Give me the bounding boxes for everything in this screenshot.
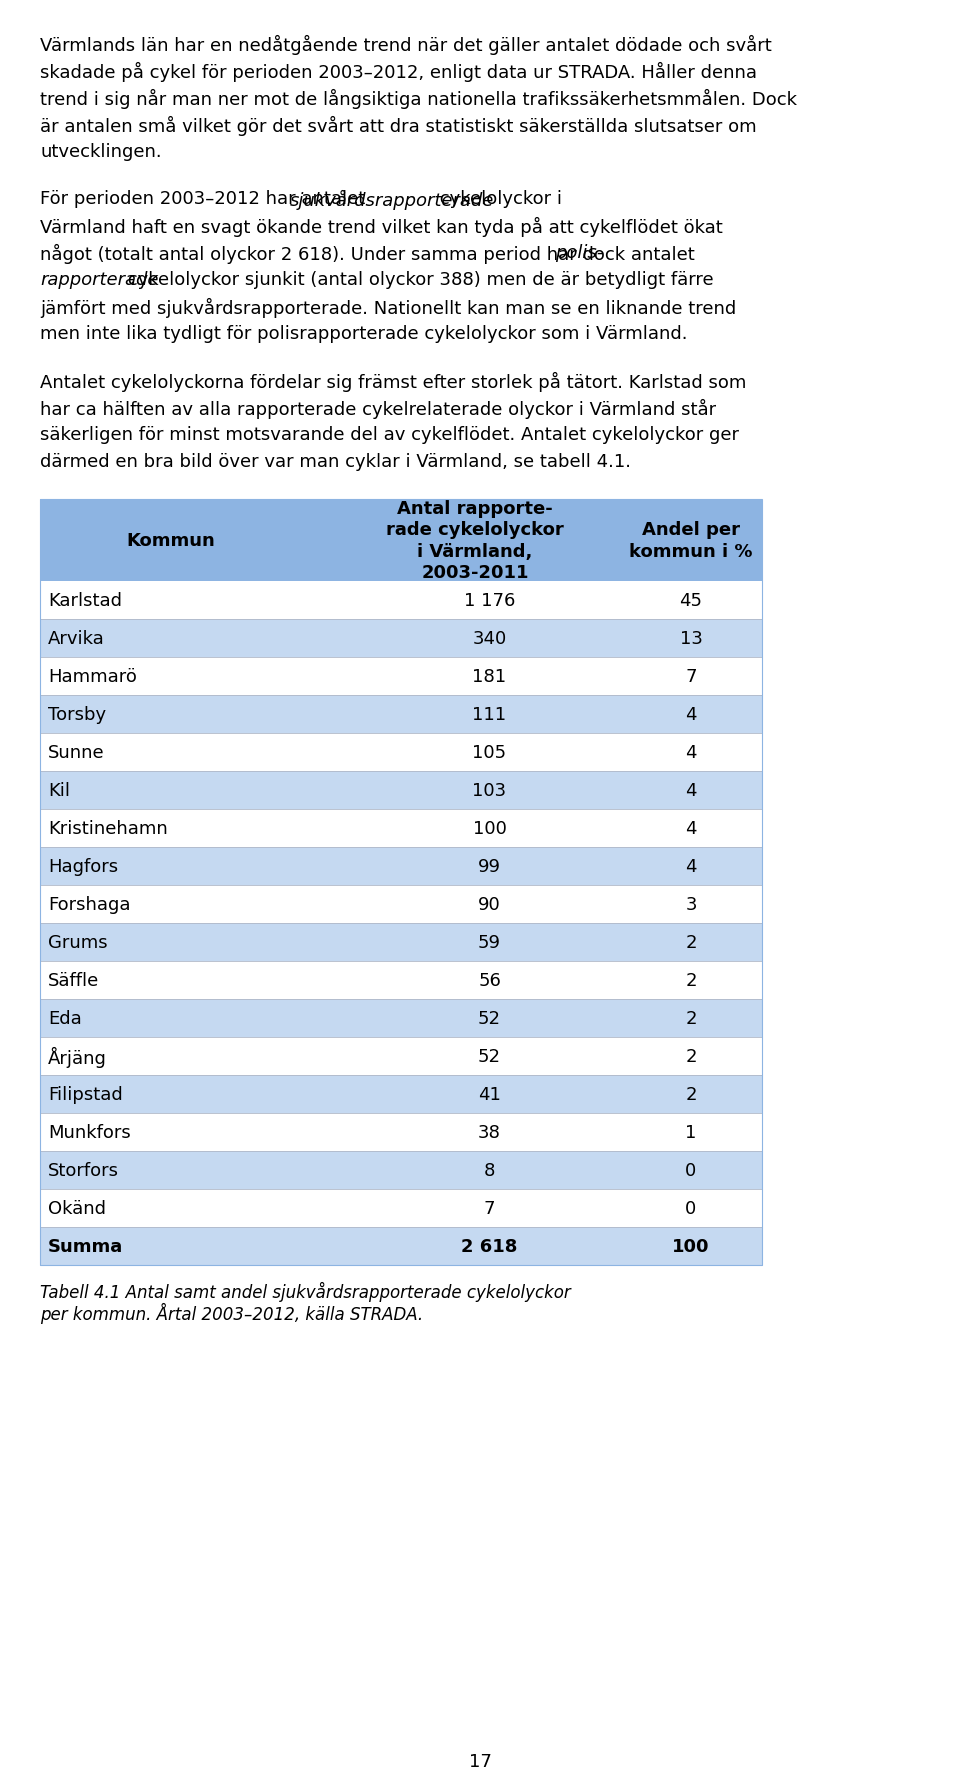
Text: 111: 111 (472, 706, 507, 723)
Text: Kristinehamn: Kristinehamn (48, 820, 168, 838)
Bar (40, 1189, 762, 1228)
Text: För perioden 2003–2012 har antalet: För perioden 2003–2012 har antalet (40, 191, 371, 208)
Text: 100: 100 (672, 1237, 709, 1255)
Text: Antal rapporte-
rade cykelolyckor
i Värmland,
2003-2011: Antal rapporte- rade cykelolyckor i Värm… (386, 499, 564, 583)
Text: Kommun: Kommun (126, 531, 215, 549)
Text: 52: 52 (478, 1009, 501, 1028)
Text: 0: 0 (685, 1162, 697, 1180)
Text: Hammarö: Hammarö (48, 668, 137, 686)
Text: 4: 4 (685, 782, 697, 800)
Text: 0: 0 (685, 1199, 697, 1217)
Text: Antalet cykelolyckorna fördelar sig främst efter storlek på tätort. Karlstad som: Antalet cykelolyckorna fördelar sig främ… (40, 372, 746, 392)
Text: Tabell 4.1 Antal samt andel sjukvårdsrapporterade cykelolyckor: Tabell 4.1 Antal samt andel sjukvårdsrap… (40, 1281, 571, 1301)
Bar (40, 658, 762, 695)
Bar (40, 499, 762, 1265)
Text: därmed en bra bild över var man cyklar i Värmland, se tabell 4.1.: därmed en bra bild över var man cyklar i… (40, 453, 631, 470)
Bar (40, 620, 762, 658)
Text: 1 176: 1 176 (464, 592, 516, 609)
Text: 4: 4 (685, 743, 697, 761)
Text: Okänd: Okänd (48, 1199, 106, 1217)
Text: 52: 52 (478, 1048, 501, 1066)
Text: Årjäng: Årjäng (48, 1046, 107, 1067)
Text: Säffle: Säffle (48, 971, 99, 989)
Text: 103: 103 (472, 782, 507, 800)
Text: 340: 340 (472, 629, 507, 647)
Text: cykelolyckor sjunkit (antal olyckor 388) men de är betydligt färre: cykelolyckor sjunkit (antal olyckor 388)… (122, 271, 714, 289)
Text: trend i sig når man ner mot de långsiktiga nationella trafikssäkerhetsmmålen. Do: trend i sig når man ner mot de långsikti… (40, 89, 797, 109)
Text: Summa: Summa (48, 1237, 123, 1255)
Text: per kommun. Årtal 2003–2012, källa STRADA.: per kommun. Årtal 2003–2012, källa STRAD… (40, 1303, 423, 1324)
Text: 2: 2 (685, 971, 697, 989)
Text: polis-: polis- (555, 244, 603, 262)
Text: är antalen små vilket gör det svårt att dra statistiskt säkerställda slutsatser : är antalen små vilket gör det svårt att … (40, 116, 756, 135)
Text: sjukvårdsrapporterade: sjukvårdsrapporterade (290, 191, 494, 210)
Bar (40, 1000, 762, 1037)
Bar (40, 809, 762, 848)
Bar (40, 1228, 762, 1265)
Text: skadade på cykel för perioden 2003–2012, enligt data ur STRADA. Håller denna: skadade på cykel för perioden 2003–2012,… (40, 62, 757, 82)
Text: har ca hälften av alla rapporterade cykelrelaterade olyckor i Värmland står: har ca hälften av alla rapporterade cyke… (40, 399, 716, 419)
Text: cykelolyckor i: cykelolyckor i (434, 191, 563, 208)
Bar (40, 886, 762, 923)
Text: säkerligen för minst motsvarande del av cykelflödet. Antalet cykelolyckor ger: säkerligen för minst motsvarande del av … (40, 426, 739, 444)
Text: Värmlands län har en nedåtgående trend när det gäller antalet dödade och svårt: Värmlands län har en nedåtgående trend n… (40, 36, 772, 55)
Bar (40, 1114, 762, 1151)
Bar (40, 695, 762, 734)
Text: Forshaga: Forshaga (48, 896, 131, 914)
Text: 2: 2 (685, 1048, 697, 1066)
Text: 56: 56 (478, 971, 501, 989)
Text: 38: 38 (478, 1123, 501, 1140)
Text: Grums: Grums (48, 934, 108, 952)
Text: Värmland haft en svagt ökande trend vilket kan tyda på att cykelflödet ökat: Värmland haft en svagt ökande trend vilk… (40, 217, 723, 237)
Text: 2: 2 (685, 934, 697, 952)
Bar (40, 962, 762, 1000)
Text: 99: 99 (478, 857, 501, 875)
Bar (40, 1075, 762, 1114)
Text: Andel per
kommun i %: Andel per kommun i % (629, 520, 753, 560)
Text: jämfört med sjukvårdsrapporterade. Nationellt kan man se en liknande trend: jämfört med sjukvårdsrapporterade. Natio… (40, 298, 736, 317)
Bar (40, 499, 762, 581)
Text: 2: 2 (685, 1085, 697, 1103)
Text: Karlstad: Karlstad (48, 592, 122, 609)
Text: Eda: Eda (48, 1009, 82, 1028)
Text: 181: 181 (472, 668, 507, 686)
Text: 90: 90 (478, 896, 501, 914)
Bar (40, 923, 762, 962)
Bar (40, 1151, 762, 1189)
Text: 7: 7 (685, 668, 697, 686)
Text: något (totalt antal olyckor 2 618). Under samma period har dock antalet: något (totalt antal olyckor 2 618). Unde… (40, 244, 701, 264)
Text: rapporterade: rapporterade (40, 271, 158, 289)
Text: 3: 3 (685, 896, 697, 914)
Text: 2 618: 2 618 (462, 1237, 517, 1255)
Text: 41: 41 (478, 1085, 501, 1103)
Bar (40, 734, 762, 772)
Text: Sunne: Sunne (48, 743, 105, 761)
Text: 1: 1 (685, 1123, 697, 1140)
Bar (40, 1037, 762, 1075)
Text: 4: 4 (685, 706, 697, 723)
Text: Hagfors: Hagfors (48, 857, 118, 875)
Text: Filipstad: Filipstad (48, 1085, 123, 1103)
Text: 17: 17 (468, 1752, 492, 1770)
Text: Kil: Kil (48, 782, 70, 800)
Text: men inte lika tydligt för polisrapporterade cykelolyckor som i Värmland.: men inte lika tydligt för polisrapporter… (40, 324, 687, 342)
Text: 59: 59 (478, 934, 501, 952)
Text: Munkfors: Munkfors (48, 1123, 131, 1140)
Text: 13: 13 (680, 629, 703, 647)
Text: 8: 8 (484, 1162, 495, 1180)
Bar (40, 848, 762, 886)
Text: 4: 4 (685, 820, 697, 838)
Text: Torsby: Torsby (48, 706, 107, 723)
Text: 45: 45 (680, 592, 703, 609)
Bar (40, 581, 762, 620)
Text: utvecklingen.: utvecklingen. (40, 143, 161, 160)
Text: 100: 100 (472, 820, 507, 838)
Text: Storfors: Storfors (48, 1162, 119, 1180)
Text: 2: 2 (685, 1009, 697, 1028)
Text: 4: 4 (685, 857, 697, 875)
Text: 105: 105 (472, 743, 507, 761)
Text: 7: 7 (484, 1199, 495, 1217)
Bar (40, 772, 762, 809)
Text: Arvika: Arvika (48, 629, 105, 647)
